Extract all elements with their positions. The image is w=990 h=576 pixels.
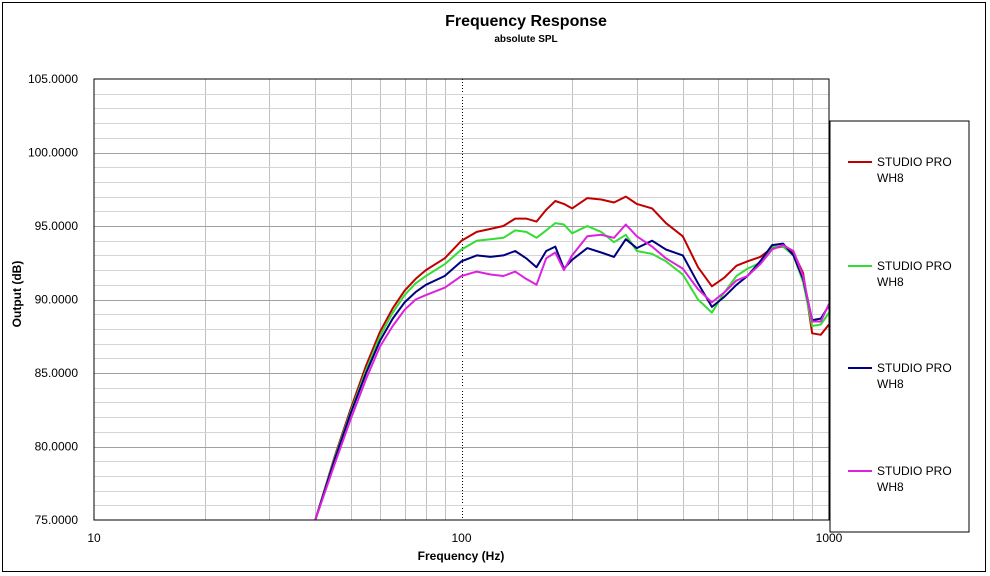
x-tick-labels: 10 100 1000: [87, 531, 842, 545]
legend-label-1: STUDIO PRO WH8: [877, 155, 952, 185]
legend-label-4: STUDIO PRO WH8: [877, 464, 952, 494]
x-tick-label: 10: [87, 531, 101, 545]
legend: STUDIO PRO WH8 STUDIO PRO WH8 STUDIO PRO WH8 S…: [829, 120, 970, 533]
y-tick-label: 95.0000: [35, 219, 79, 233]
series-line-3: [314, 238, 830, 521]
legend-label-2: STUDIO PRO WH8: [877, 259, 952, 289]
legend-box: [829, 120, 970, 533]
series-line-4: [314, 223, 830, 521]
y-axis-label: Output (dB): [10, 261, 24, 328]
grid: [94, 79, 829, 520]
y-tick-labels: 75.0000 80.0000 85.0000 90.0000 95.0000 100.0…: [28, 72, 78, 527]
legend-label-3: STUDIO PRO WH8: [877, 361, 952, 391]
x-axis-label: Frequency (Hz): [418, 549, 505, 563]
chart-title: Frequency Response: [445, 13, 607, 30]
y-tick-label: 105.0000: [28, 72, 78, 86]
series-lines: [314, 195, 830, 521]
plot-border: [93, 78, 830, 521]
x-tick-label: 1000: [816, 531, 843, 545]
y-tick-label: 100.0000: [28, 146, 78, 160]
y-tick-label: 90.0000: [35, 293, 79, 307]
y-tick-label: 85.0000: [35, 366, 79, 380]
x-tick-label: 100: [451, 531, 471, 545]
series-line-1: [314, 195, 830, 521]
y-tick-label: 75.0000: [35, 513, 79, 527]
chart-subtitle: absolute SPL: [494, 34, 557, 45]
y-tick-label: 80.0000: [35, 440, 79, 454]
